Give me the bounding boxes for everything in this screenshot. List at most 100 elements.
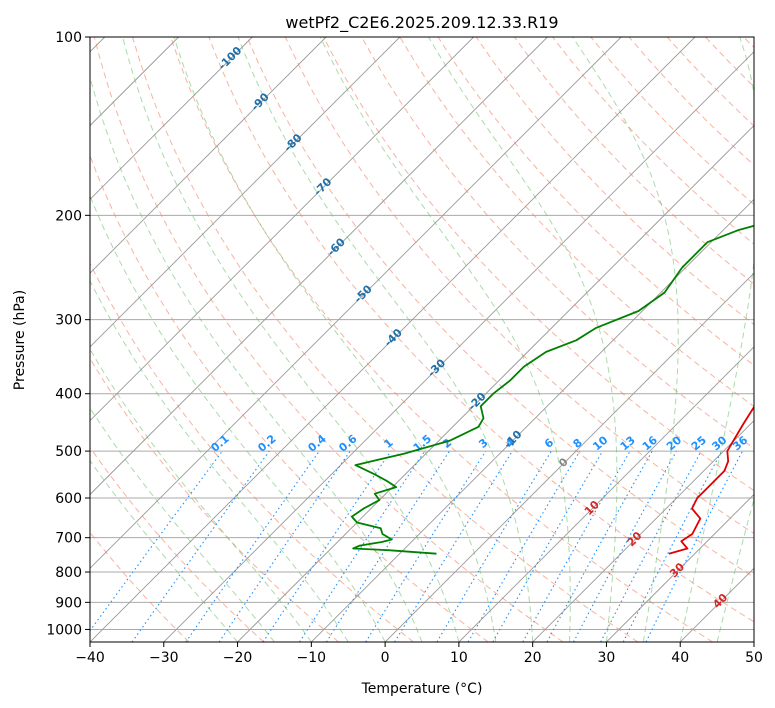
moist-adiabat-label: 20 xyxy=(625,529,645,549)
y-axis-label: Pressure (hPa) xyxy=(12,290,28,390)
isotherm-line xyxy=(90,37,327,274)
x-tick-label: 20 xyxy=(524,650,542,666)
dry-adiabat-label: -100 xyxy=(216,44,245,73)
dry-adiabat-line xyxy=(323,37,754,492)
moist-adiabat-line xyxy=(90,407,275,642)
isotherm-line xyxy=(163,51,754,642)
dry-adiabat-line xyxy=(399,37,754,408)
mixing-ratio-label: 20 xyxy=(664,433,684,453)
y-tick-label: 800 xyxy=(55,565,82,581)
dry-adiabat-line xyxy=(628,37,754,166)
moist-adiabat-line xyxy=(90,75,423,642)
dry-adiabat-label: -70 xyxy=(311,175,334,198)
x-tick-label: 0 xyxy=(381,650,390,666)
mixing-ratio-label: 25 xyxy=(689,434,709,454)
axes: −40 −30 −20 −10 0 10 20 30 40 5010020030040050060… xyxy=(46,30,763,666)
x-tick-label: −20 xyxy=(223,650,253,666)
x-tick-label: 50 xyxy=(745,650,763,666)
isotherm-line xyxy=(606,493,754,642)
x-tick-label: −40 xyxy=(75,650,105,666)
moist-adiabat-label: 10 xyxy=(582,498,602,518)
moist-adiabat-line xyxy=(173,37,497,642)
dry-adiabat-label: -10 xyxy=(501,428,524,451)
dry-adiabat-line xyxy=(90,357,339,642)
y-tick-label: 200 xyxy=(55,208,82,224)
isotherm-line xyxy=(90,37,474,422)
dry-adiabat-line xyxy=(90,262,414,642)
mixing-ratio-label: 30 xyxy=(709,433,729,453)
isotherm-line xyxy=(90,37,253,200)
moist-adiabat-line xyxy=(572,37,679,642)
mixing-ratio-line xyxy=(467,450,581,642)
isotherm-line xyxy=(679,567,754,642)
dry-adiabat-line xyxy=(90,154,489,642)
plot-frame xyxy=(89,36,755,643)
isotherm-line xyxy=(90,37,622,569)
dry-adiabat-line xyxy=(90,531,190,642)
isotherm-line xyxy=(384,272,754,642)
isotherm-line xyxy=(753,641,754,642)
moist-adiabat-line xyxy=(90,279,349,642)
profile-line xyxy=(668,405,754,555)
y-tick-label: 300 xyxy=(55,313,82,329)
moist-adiabat-line xyxy=(90,459,238,642)
dry-adiabat-label: -90 xyxy=(248,90,271,113)
chart-title: wetPf2_C2E6.2025.209.12.33.R19 xyxy=(285,13,558,33)
y-tick-label: 400 xyxy=(55,387,82,403)
mixing-ratio-line xyxy=(90,450,223,632)
x-tick-label: 30 xyxy=(598,650,616,666)
dry-adiabat-line xyxy=(552,37,754,245)
dry-adiabat-label: -30 xyxy=(425,356,448,379)
mixing-ratio-line xyxy=(573,450,677,642)
dry-adiabat-line xyxy=(132,37,639,642)
mixing-ratio-line xyxy=(522,450,631,642)
moist-adiabat-line xyxy=(122,37,460,642)
profiles xyxy=(351,224,754,555)
dry-adiabat-line xyxy=(93,37,564,642)
moist-adiabat-line xyxy=(90,194,386,642)
mixing-ratio-line xyxy=(546,450,653,642)
dry-adiabat-line xyxy=(666,37,754,127)
dry-adiabat-label: -40 xyxy=(382,326,405,349)
y-tick-label: 900 xyxy=(55,595,82,611)
isotherm-line xyxy=(311,198,754,642)
moist-adiabat-line xyxy=(90,348,312,642)
dry-adiabat-line xyxy=(590,37,754,206)
y-tick-label: 700 xyxy=(55,531,82,547)
dry-adiabat-line xyxy=(170,37,713,642)
moist-adiabat-label: 0 xyxy=(556,455,571,470)
mixing-ratio-line xyxy=(365,450,487,642)
mixing-ratio-label: 1 xyxy=(382,436,396,451)
x-tick-label: −30 xyxy=(149,650,179,666)
line-labels: 0.1 0.2 0.4 0.6 1 1.5 2 3 4 6 8 10 13 16 20 25 30 36-100-… xyxy=(208,44,750,611)
y-tick-label: 500 xyxy=(55,444,82,460)
dry-adiabat-line xyxy=(90,446,265,642)
dry-adiabat-line xyxy=(246,37,754,578)
isotherm-line xyxy=(458,346,754,642)
isotherm-line xyxy=(237,124,754,642)
dry-adiabat-label: -50 xyxy=(352,282,375,305)
mixing-ratio-label: 36 xyxy=(730,433,750,453)
mixing-ratio-label: 8 xyxy=(571,436,585,451)
moist-adiabat-label: 40 xyxy=(710,591,730,611)
dry-adiabat-line xyxy=(513,37,754,285)
mixing-ratio-line xyxy=(218,450,351,642)
moist-adiabat-line xyxy=(716,497,754,642)
dry-adiabat-line xyxy=(284,37,754,535)
mixing-ratio-label: 3 xyxy=(476,436,490,451)
mixing-ratio-label: 13 xyxy=(618,434,638,454)
mixing-ratio-label: 10 xyxy=(590,433,610,453)
dry-adiabat-line xyxy=(743,37,754,49)
y-tick-label: 100 xyxy=(55,30,82,46)
mixing-ratio-line xyxy=(185,450,320,642)
y-tick-label: 600 xyxy=(55,491,82,507)
mixing-ratio-line xyxy=(645,450,743,642)
moist-adiabat-line xyxy=(428,37,618,642)
mixing-ratio-line xyxy=(299,450,426,642)
mixing-ratio-line xyxy=(325,450,450,642)
moist-adiabat-line xyxy=(319,37,571,642)
background-lines xyxy=(90,37,754,642)
mixing-ratio-line xyxy=(394,450,513,642)
x-tick-label: 40 xyxy=(671,650,689,666)
